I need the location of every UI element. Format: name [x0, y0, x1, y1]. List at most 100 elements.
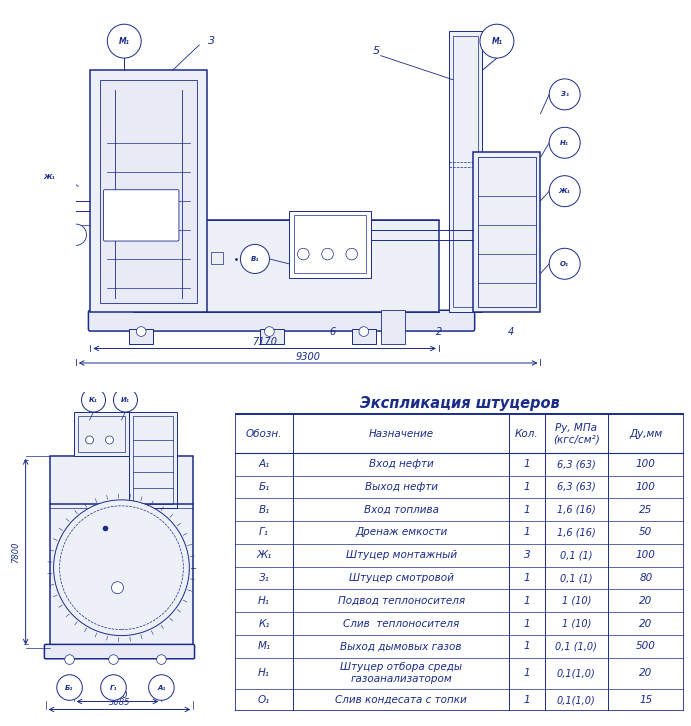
Text: 2: 2: [436, 327, 442, 337]
Circle shape: [549, 176, 580, 207]
Text: Штуцер отбора среды
газоанализатором: Штуцер отбора среды газоанализатором: [340, 662, 462, 684]
Circle shape: [106, 436, 113, 444]
Bar: [294, 216, 366, 274]
Text: 0,1 (1,0): 0,1 (1,0): [556, 641, 597, 651]
Text: 5: 5: [372, 46, 379, 56]
Circle shape: [359, 327, 369, 336]
Text: 1 (10): 1 (10): [562, 619, 591, 629]
Bar: [134, 220, 439, 312]
Text: М₁: М₁: [119, 36, 130, 46]
Circle shape: [149, 674, 174, 701]
Text: 0,1 (1): 0,1 (1): [560, 573, 593, 583]
Text: 1,6 (16): 1,6 (16): [557, 528, 596, 537]
Text: 25: 25: [639, 505, 652, 515]
Text: К₁: К₁: [89, 397, 98, 403]
Circle shape: [549, 248, 580, 280]
Bar: [91, 70, 207, 312]
Circle shape: [82, 388, 106, 412]
Text: 20: 20: [639, 668, 652, 678]
Text: 1: 1: [524, 619, 530, 629]
Circle shape: [346, 248, 357, 260]
Text: 1: 1: [524, 668, 530, 678]
Text: 3085: 3085: [108, 698, 130, 707]
Bar: [448, 31, 482, 312]
Text: 1: 1: [524, 482, 530, 492]
Circle shape: [65, 224, 86, 245]
Bar: [473, 152, 540, 312]
Text: 50: 50: [639, 528, 652, 537]
Text: 2000: 2000: [106, 690, 129, 700]
Circle shape: [265, 327, 274, 336]
Bar: [133, 416, 173, 504]
Text: 1: 1: [524, 459, 530, 469]
Text: Слив кондесата с топки: Слив кондесата с топки: [335, 695, 467, 705]
Text: 6,3 (63): 6,3 (63): [557, 459, 596, 469]
Circle shape: [298, 248, 309, 260]
Text: Н₁: Н₁: [560, 140, 569, 146]
Text: Обозн.: Обозн.: [246, 428, 283, 439]
FancyBboxPatch shape: [104, 189, 179, 241]
Text: 1: 1: [524, 505, 530, 515]
Circle shape: [101, 674, 126, 701]
Text: 1: 1: [524, 695, 530, 705]
Circle shape: [240, 245, 269, 274]
Circle shape: [480, 24, 514, 58]
Bar: [211, 252, 223, 264]
Circle shape: [54, 499, 189, 636]
Circle shape: [157, 655, 166, 664]
Circle shape: [549, 79, 580, 110]
Bar: [477, 158, 536, 307]
Circle shape: [65, 655, 75, 664]
Text: 1: 1: [524, 596, 530, 605]
Text: Кол.: Кол.: [515, 428, 539, 439]
Text: Ж₁: Ж₁: [256, 550, 272, 560]
Text: 4: 4: [509, 327, 515, 337]
Text: 6,3 (63): 6,3 (63): [557, 482, 596, 492]
Text: 0,1(1,0): 0,1(1,0): [557, 668, 596, 678]
Circle shape: [108, 655, 118, 664]
Text: М₁: М₁: [491, 36, 502, 46]
Text: 1 (10): 1 (10): [562, 596, 591, 605]
Text: Г₁: Г₁: [259, 528, 269, 537]
Text: 15: 15: [639, 695, 652, 705]
Text: А₁: А₁: [157, 685, 166, 690]
Text: Выход дымовых газов: Выход дымовых газов: [341, 641, 462, 651]
Text: 1: 1: [524, 641, 530, 651]
Text: 1: 1: [524, 528, 530, 537]
Text: Н₁: Н₁: [258, 596, 270, 605]
Bar: [129, 329, 153, 343]
Text: З₁: З₁: [258, 573, 269, 583]
Text: Штуцер смотровой: Штуцер смотровой: [349, 573, 453, 583]
Circle shape: [57, 674, 82, 701]
Bar: [102, 547, 129, 563]
Bar: [260, 329, 284, 343]
Text: И₁: И₁: [121, 397, 130, 403]
Text: Ру, МПа
(кгс/см²): Ру, МПа (кгс/см²): [553, 423, 600, 444]
Bar: [77, 416, 126, 452]
Circle shape: [549, 127, 580, 158]
Text: 1,6 (16): 1,6 (16): [557, 505, 596, 515]
Text: 1: 1: [358, 327, 365, 337]
Text: Ж₁: Ж₁: [559, 188, 571, 194]
Text: 0,1 (1): 0,1 (1): [560, 550, 593, 560]
Text: 0,1(1,0): 0,1(1,0): [557, 695, 596, 705]
Bar: [453, 36, 477, 307]
Text: Н₁: Н₁: [258, 668, 270, 678]
Text: 7170: 7170: [252, 337, 277, 347]
Text: О₁: О₁: [258, 695, 270, 705]
Text: 100: 100: [636, 550, 656, 560]
Text: Вход нефти: Вход нефти: [369, 459, 433, 469]
Text: А₁: А₁: [258, 459, 269, 469]
Text: 100: 100: [636, 459, 656, 469]
Text: Б₁: Б₁: [258, 482, 269, 492]
Text: Ж₁: Ж₁: [44, 174, 55, 179]
Circle shape: [136, 327, 146, 336]
Bar: [381, 310, 405, 343]
FancyBboxPatch shape: [88, 310, 475, 331]
Text: 80: 80: [639, 573, 652, 583]
Circle shape: [111, 582, 124, 594]
Text: Экспликация штуцеров: Экспликация штуцеров: [359, 396, 560, 411]
Text: В₁: В₁: [251, 256, 259, 262]
Text: Б₁: Б₁: [66, 685, 74, 690]
Text: Ду,мм: Ду,мм: [630, 428, 663, 439]
